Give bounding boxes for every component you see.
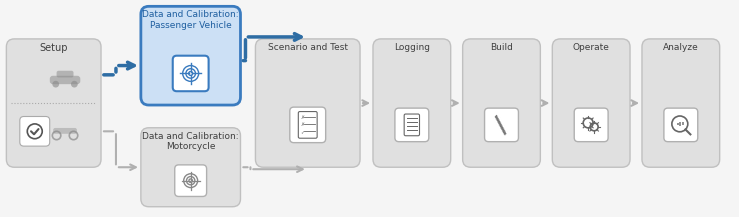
Text: /: / [490,113,513,136]
FancyBboxPatch shape [20,117,50,146]
Text: Build: Build [490,43,513,52]
FancyBboxPatch shape [485,108,519,142]
Text: ✓: ✓ [300,129,304,134]
FancyBboxPatch shape [256,39,360,167]
FancyBboxPatch shape [395,108,429,142]
FancyBboxPatch shape [53,128,77,134]
FancyBboxPatch shape [463,39,540,167]
Text: Logging: Logging [394,43,430,52]
FancyBboxPatch shape [574,108,608,142]
Bar [677,123,678,125]
FancyBboxPatch shape [57,71,73,77]
FancyBboxPatch shape [552,39,630,167]
FancyBboxPatch shape [664,108,698,142]
Text: ✗: ✗ [300,122,304,127]
Bar [681,122,684,125]
Text: Setup: Setup [39,43,68,53]
Circle shape [52,81,59,87]
FancyBboxPatch shape [141,128,240,207]
Text: Analyze: Analyze [663,43,698,52]
FancyBboxPatch shape [404,114,420,136]
Text: Data and Calibration:
Motorcycle: Data and Calibration: Motorcycle [143,132,239,151]
Text: ✗: ✗ [300,115,304,120]
Bar [679,122,681,126]
FancyBboxPatch shape [642,39,720,167]
FancyBboxPatch shape [173,56,208,91]
FancyBboxPatch shape [174,165,207,196]
FancyBboxPatch shape [141,6,240,105]
FancyBboxPatch shape [290,107,326,143]
FancyBboxPatch shape [7,39,101,167]
Text: Data and Calibration:
Passenger Vehicle: Data and Calibration: Passenger Vehicle [143,10,239,30]
FancyBboxPatch shape [50,76,81,84]
FancyBboxPatch shape [299,112,317,138]
Text: Scenario and Test: Scenario and Test [268,43,348,52]
Circle shape [71,81,78,87]
FancyBboxPatch shape [373,39,451,167]
Text: Operate: Operate [573,43,610,52]
